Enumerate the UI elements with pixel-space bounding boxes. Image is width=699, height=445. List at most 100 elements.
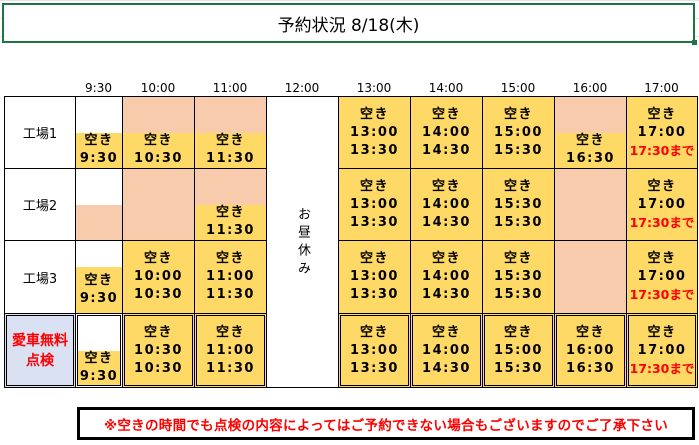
time-label: 15:30 <box>494 360 543 376</box>
slot-cell-1100[interactable]: 空き 11:00 11:30 <box>194 240 267 314</box>
row-label: 工場3 <box>4 240 76 314</box>
availability-label: 空き <box>215 251 245 266</box>
time-label: 14:00 <box>422 196 471 212</box>
slot-cell-1300[interactable]: 空き 13:00 13:30 <box>338 168 411 241</box>
availability-label: 空き <box>84 133 114 149</box>
row-label-text: 工場3 <box>22 271 58 287</box>
availability-label: 空き <box>84 350 114 366</box>
time-label: 17:00 <box>637 196 687 212</box>
slot-cell-930[interactable] <box>75 168 123 241</box>
time-label: 16:30 <box>566 360 615 376</box>
booked-portion <box>76 169 122 205</box>
slot-cell-1500[interactable]: 空き 15:30 15:30 <box>482 168 555 241</box>
slot-cell-1700[interactable]: 空き 17:00 17:30まで <box>626 240 698 314</box>
slot-cell-1000[interactable]: 空き 10:30 <box>122 96 195 169</box>
booked-portion <box>123 97 194 133</box>
slot-cell-1600[interactable]: 空き 16:30 <box>554 96 627 169</box>
slot-cell-1600[interactable]: 空き 16:00 16:30 <box>554 313 627 388</box>
slot-cell-1000[interactable]: 空き 10:30 10:30 <box>122 313 195 388</box>
time-label: 15:30 <box>494 287 543 302</box>
time-label: 13:30 <box>350 142 399 158</box>
availability-label: 空き <box>503 106 533 122</box>
slot-cell-1000[interactable] <box>122 168 195 241</box>
column-header: 11:00 <box>212 81 248 95</box>
time-label: 14:30 <box>422 287 471 302</box>
time-label: 10:30 <box>134 287 183 302</box>
column-header: 17:00 <box>644 81 679 95</box>
time-label: 14:30 <box>422 214 471 230</box>
selection-fill-handle[interactable] <box>692 40 697 45</box>
slot-cell-1300[interactable]: 空き 13:00 13:30 <box>338 240 411 314</box>
time-label: 15:30 <box>494 142 543 158</box>
time-label: 13:30 <box>350 360 399 376</box>
slot-cell-1100[interactable]: 空き 11:30 <box>194 96 267 169</box>
page-title[interactable]: 予約状況 8/18(木) <box>2 3 695 43</box>
available-portion: 空き 16:30 <box>555 132 626 168</box>
availability-label: 空き <box>359 106 389 122</box>
available-portion: 空き 11:30 <box>195 132 266 168</box>
available-portion: 空き 9:30 <box>76 266 122 313</box>
slot-cell-1500[interactable]: 空き 15:30 15:30 <box>482 240 555 314</box>
slot-cell-1400[interactable]: 空き 14:00 14:30 <box>410 168 483 241</box>
row-label-text: 工場2 <box>22 199 58 214</box>
slot-cell-1500[interactable]: 空き 15:00 15:30 <box>482 313 555 388</box>
slot-cell-1600[interactable] <box>554 240 627 314</box>
availability-label: 空き <box>143 324 173 340</box>
time-label: 10:30 <box>134 360 183 376</box>
slot-cell-1700[interactable]: 空き 17:00 17:30まで <box>626 168 698 241</box>
booked-portion <box>76 241 122 267</box>
time-label: 10:30 <box>134 342 183 358</box>
available-portion: 空き 9:30 <box>76 132 122 168</box>
lunch-break-cell: お昼休み <box>266 96 339 388</box>
slot-cell-1700[interactable]: 空き 17:00 17:30まで <box>626 96 698 169</box>
availability-label: 空き <box>215 133 245 149</box>
time-label: 9:30 <box>79 290 119 306</box>
booked-portion <box>195 169 266 205</box>
availability-label: 空き <box>503 178 533 194</box>
availability-label: 空き <box>503 324 533 340</box>
slot-cell-930[interactable]: 空き 9:30 <box>75 96 123 169</box>
availability-label: 空き <box>647 106 677 122</box>
slot-cell-1700[interactable]: 空き 17:00 17:30まで <box>626 313 698 388</box>
slot-cell-1400[interactable]: 空き 14:00 14:30 <box>410 313 483 388</box>
slot-cell-930[interactable]: 空き 9:30 <box>75 240 123 314</box>
column-header: 12:00 <box>284 81 320 95</box>
availability-label: 空き <box>215 324 245 340</box>
time-label: 13:00 <box>350 196 399 212</box>
availability-label: 空き <box>575 324 605 340</box>
time-label: 11:30 <box>206 151 255 167</box>
slot-cell-1600[interactable] <box>554 168 627 241</box>
availability-label: 空き <box>647 324 677 340</box>
time-label: 17:00 <box>637 342 687 358</box>
closing-time-label: 17:30まで <box>629 360 695 376</box>
availability-label: 空き <box>84 272 114 288</box>
slot-cell-1300[interactable]: 空き 13:00 13:30 <box>338 313 411 388</box>
availability-label: 空き <box>575 133 605 149</box>
time-label: 10:30 <box>134 151 183 167</box>
column-header: 10:00 <box>140 81 176 95</box>
time-label: 15:00 <box>494 124 543 140</box>
time-label: 11:30 <box>206 360 255 376</box>
time-label: 11:00 <box>206 269 255 284</box>
slot-cell-1000[interactable]: 空き 10:00 10:30 <box>122 240 195 314</box>
slot-cell-1300[interactable]: 空き 13:00 13:30 <box>338 96 411 169</box>
available-portion: 空き 9:30 <box>78 350 120 385</box>
slot-cell-930[interactable]: 空き 9:30 <box>75 313 123 388</box>
availability-label: 空き <box>503 251 533 266</box>
time-label: 16:00 <box>566 342 615 358</box>
time-label: 17:00 <box>637 124 687 140</box>
available-portion <box>76 204 122 240</box>
time-label: 11:00 <box>206 342 255 358</box>
closing-time-label: 17:30まで <box>629 142 695 158</box>
time-label: 16:30 <box>566 151 615 167</box>
availability-label: 空き <box>143 251 173 266</box>
slot-cell-1500[interactable]: 空き 15:00 15:30 <box>482 96 555 169</box>
time-label: 15:30 <box>494 214 543 230</box>
time-label: 11:30 <box>206 287 255 302</box>
column-header: 14:00 <box>428 81 464 95</box>
slot-cell-1100[interactable]: 空き 11:00 11:30 <box>194 313 267 388</box>
slot-cell-1400[interactable]: 空き 14:00 14:30 <box>410 240 483 314</box>
slot-cell-1400[interactable]: 空き 14:00 14:30 <box>410 96 483 169</box>
availability-label: 空き <box>143 133 173 149</box>
slot-cell-1100[interactable]: 空き 11:30 <box>194 168 267 241</box>
